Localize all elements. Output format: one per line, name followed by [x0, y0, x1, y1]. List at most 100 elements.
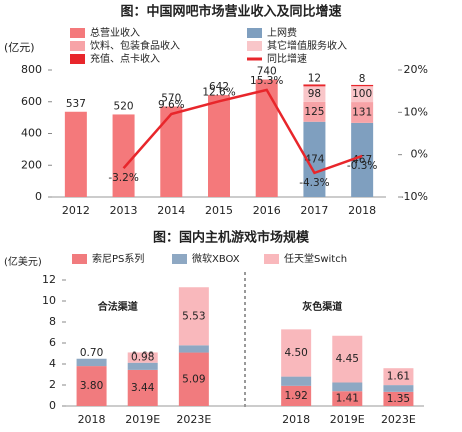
bar — [383, 368, 414, 386]
x-tick-label: 2018 — [282, 413, 310, 426]
bar — [351, 122, 374, 197]
x-tick-label: 2015 — [205, 204, 233, 217]
bar — [281, 385, 312, 406]
y-tick-label: 4 — [49, 357, 56, 370]
value-label: 5.53 — [182, 310, 205, 322]
bar — [160, 106, 183, 197]
value-label: 3.80 — [80, 380, 103, 392]
y-tick-label: 0 — [49, 399, 56, 412]
bar — [178, 352, 209, 406]
bar — [383, 385, 414, 392]
bar — [127, 362, 158, 370]
x-tick-label: 2018 — [348, 204, 376, 217]
legend-swatch — [247, 28, 262, 38]
bar — [332, 335, 363, 383]
value-label: 12.6% — [202, 86, 235, 98]
value-label: 642 — [209, 81, 229, 93]
y2-tick-label: -10% — [400, 190, 428, 203]
legend-label: 同比增速 — [267, 52, 307, 65]
value-label: 100 — [352, 88, 372, 100]
bar — [178, 287, 209, 346]
x-tick-label: 2019E — [330, 413, 365, 426]
value-label: 1.35 — [387, 393, 410, 405]
bar — [303, 84, 326, 87]
legend-swatch — [70, 28, 85, 38]
value-label: -3.2% — [108, 172, 138, 184]
y2-tick-label: 10% — [404, 105, 428, 118]
value-label: 3.44 — [131, 382, 155, 394]
legend-label: 总营业收入 — [90, 26, 140, 39]
bar — [351, 84, 374, 87]
bar — [303, 86, 326, 102]
bar — [383, 391, 414, 406]
value-label: 1.92 — [284, 390, 307, 402]
value-label: 1.41 — [336, 393, 359, 405]
legend-swatch — [70, 41, 85, 51]
value-label: 0.70 — [80, 347, 103, 359]
y-tick-label: 6 — [49, 336, 56, 349]
value-label: 537 — [66, 98, 86, 110]
y-tick-label: 200 — [21, 158, 42, 171]
y-tick-label: 8 — [49, 315, 56, 328]
value-label: 520 — [114, 100, 134, 112]
bar — [351, 86, 374, 103]
bar — [127, 369, 158, 406]
chart-title: 图：国内主机游戏市场规模 — [153, 230, 310, 246]
value-label: 570 — [161, 93, 181, 105]
bar — [281, 329, 312, 377]
x-tick-label: 2014 — [157, 204, 185, 217]
chart-title: 图：中国网吧市场营业收入及同比增速 — [120, 4, 341, 20]
bar — [332, 391, 363, 406]
y-tick-label: 2 — [49, 378, 56, 391]
y-tick-label: 0 — [35, 190, 42, 203]
value-label: 5.09 — [182, 373, 205, 385]
legend-swatch — [72, 254, 87, 264]
value-label: 8 — [359, 73, 366, 85]
bar — [76, 366, 107, 406]
legend-label: 饮料、包装食品收入 — [90, 39, 180, 52]
value-label: 9.6% — [158, 99, 185, 111]
bar — [351, 102, 374, 123]
y-tick-label: 800 — [21, 63, 42, 76]
y-axis-label: (亿元) — [4, 41, 35, 54]
bar — [178, 345, 209, 353]
x-tick-label: 2016 — [253, 204, 281, 217]
bar — [303, 101, 326, 122]
legend-label: 上网费 — [267, 26, 297, 39]
bar — [64, 111, 87, 197]
x-tick-label: 2023E — [176, 413, 211, 426]
value-label: 12 — [308, 72, 321, 84]
value-label: 4.45 — [336, 353, 359, 365]
bar — [76, 358, 107, 367]
legend-label: 其它增值服务收入 — [267, 39, 347, 52]
bar — [127, 352, 158, 363]
legend-label: 微软XBOX — [192, 252, 240, 265]
value-label: 131 — [352, 106, 372, 118]
group-label: 灰色渠道 — [302, 300, 342, 313]
value-label: 1.61 — [387, 371, 410, 383]
x-tick-label: 2018 — [78, 413, 106, 426]
y-tick-label: 12 — [42, 273, 56, 286]
value-label: 15.3% — [250, 75, 283, 87]
y2-tick-label: 0% — [411, 148, 428, 161]
bar — [281, 376, 312, 386]
y-tick-label: 10 — [42, 294, 56, 307]
bar — [332, 382, 363, 392]
bar — [112, 114, 135, 197]
x-tick-label: 2023E — [381, 413, 416, 426]
x-tick-label: 2013 — [110, 204, 138, 217]
x-tick-label: 2019E — [125, 413, 160, 426]
bar — [208, 95, 230, 197]
legend-swatch — [247, 41, 262, 51]
value-label: 125 — [304, 106, 324, 118]
value-label: -0.3% — [347, 160, 377, 172]
y2-tick-label: 20% — [404, 63, 428, 76]
line — [122, 88, 363, 175]
x-tick-label: 2017 — [300, 204, 328, 217]
legend-label: 索尼PS系列 — [92, 252, 144, 265]
value-label: 98 — [308, 88, 321, 100]
y-tick-label: 600 — [21, 95, 42, 108]
legend-label: 充值、点卡收入 — [90, 52, 160, 65]
bar — [255, 79, 278, 197]
